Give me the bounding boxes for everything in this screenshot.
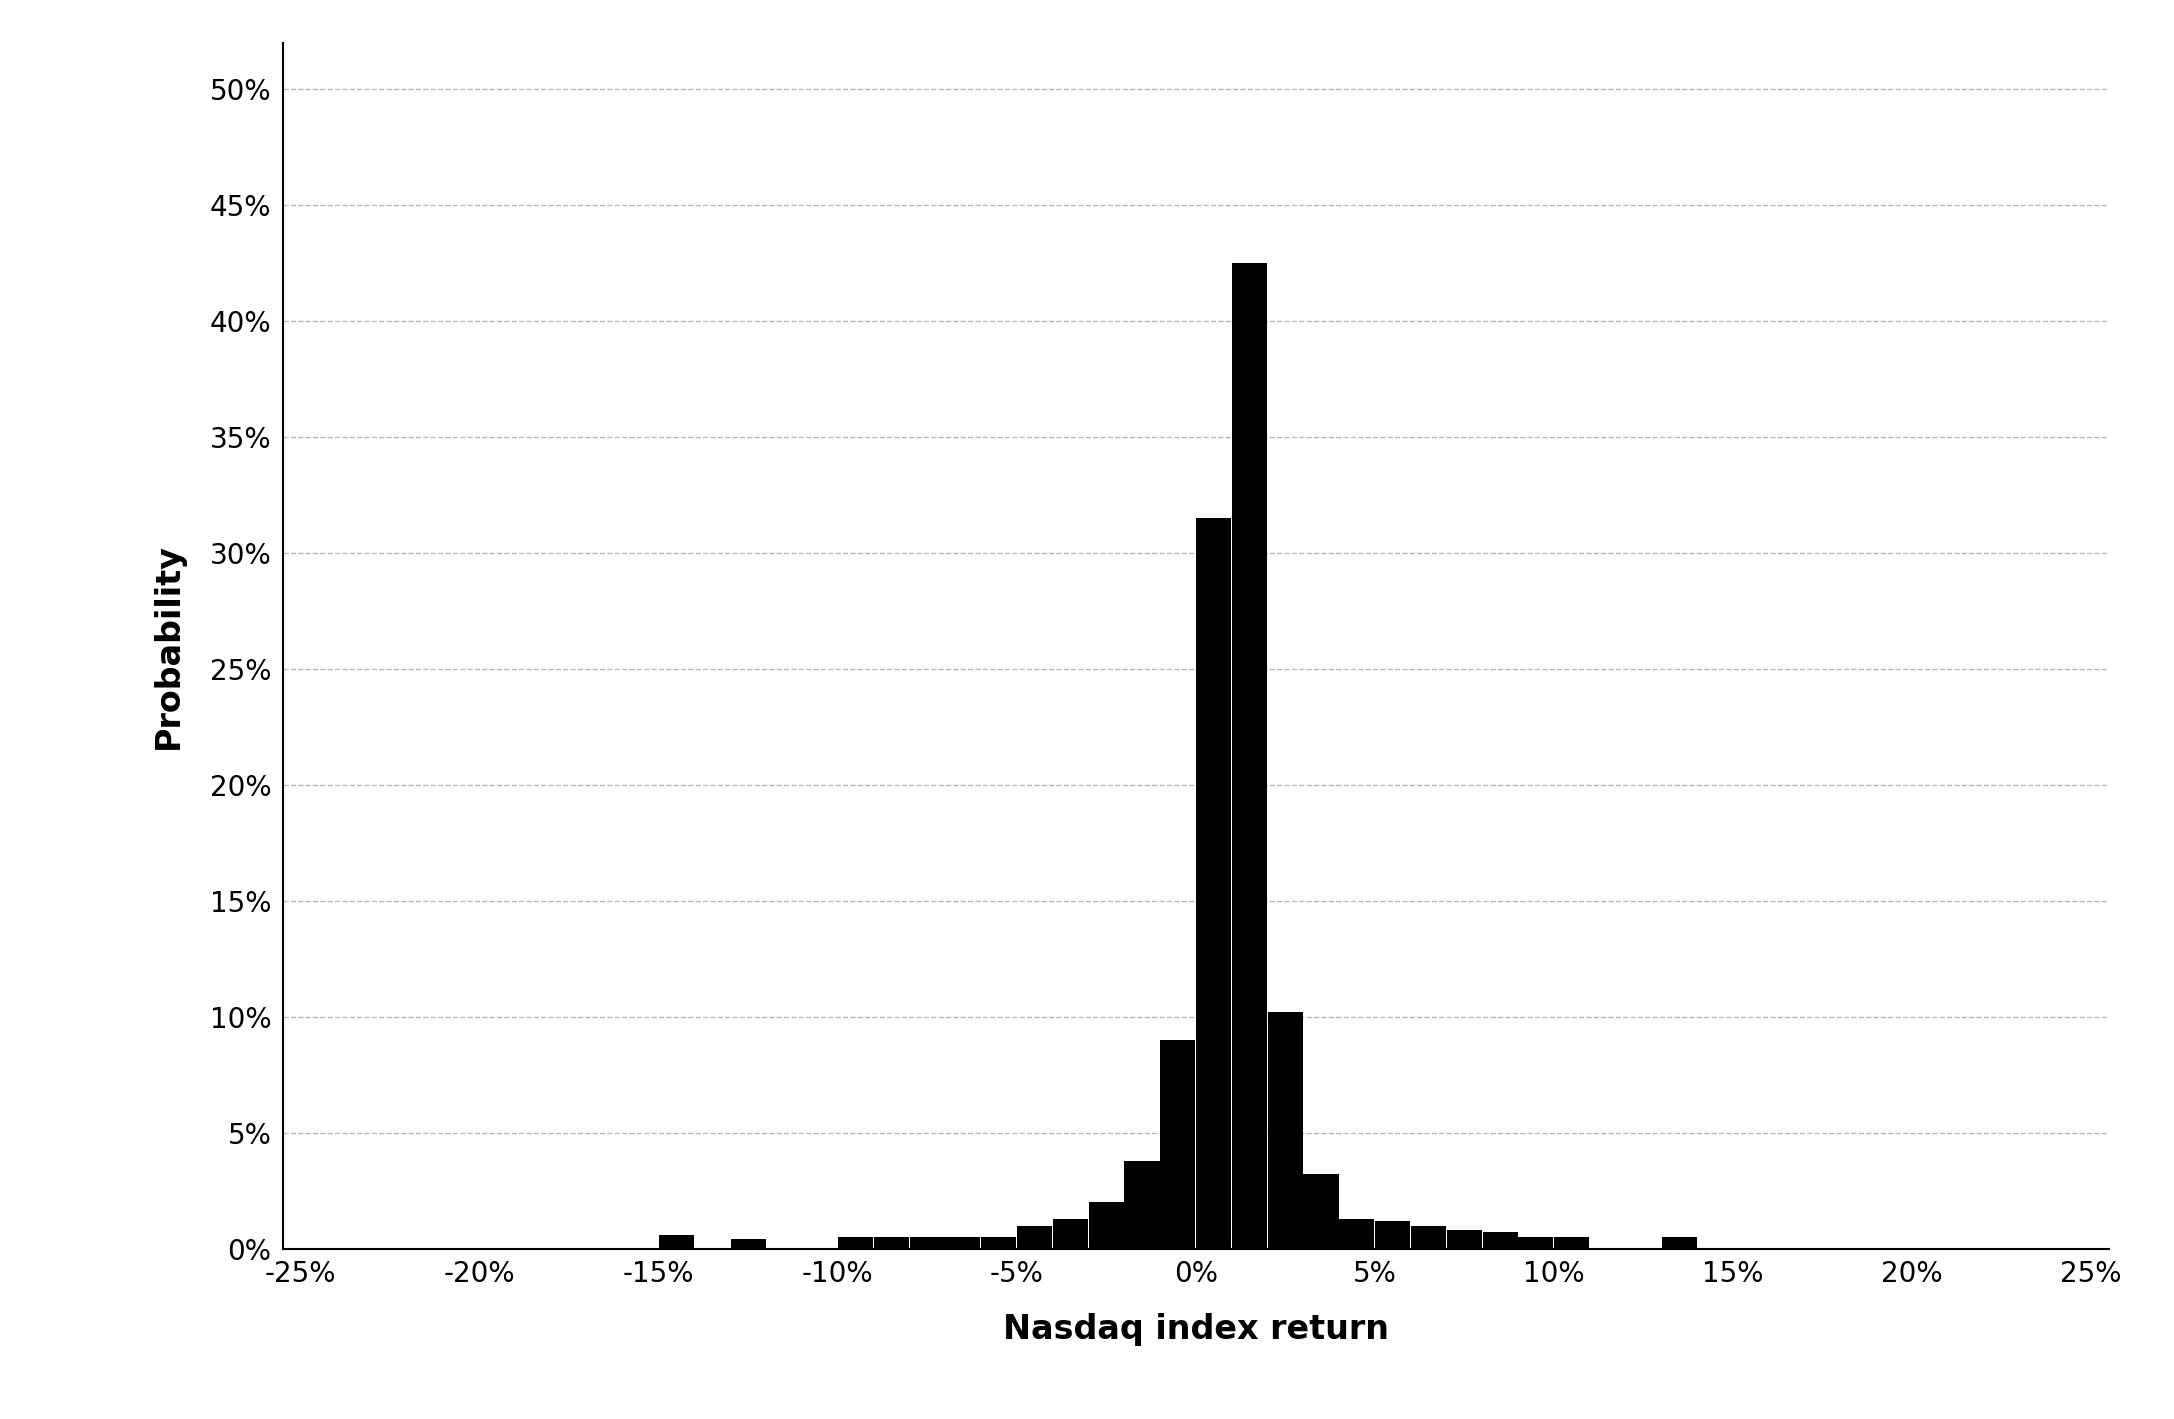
- Bar: [1554, 1237, 1589, 1249]
- Bar: [1483, 1233, 1517, 1249]
- Bar: [874, 1237, 909, 1249]
- Bar: [1446, 1230, 1483, 1249]
- Bar: [1052, 1219, 1087, 1249]
- Bar: [1124, 1161, 1159, 1249]
- Bar: [909, 1237, 946, 1249]
- Bar: [1411, 1226, 1446, 1249]
- Bar: [1376, 1220, 1411, 1249]
- Bar: [1661, 1237, 1696, 1249]
- Bar: [1267, 1012, 1302, 1249]
- Bar: [837, 1237, 874, 1249]
- Bar: [659, 1235, 694, 1249]
- Bar: [730, 1239, 765, 1249]
- Bar: [946, 1237, 980, 1249]
- Bar: [1304, 1175, 1339, 1249]
- Bar: [1233, 263, 1267, 1249]
- X-axis label: Nasdaq index return: Nasdaq index return: [1002, 1313, 1389, 1345]
- Bar: [1517, 1237, 1554, 1249]
- Bar: [980, 1237, 1015, 1249]
- Bar: [1089, 1202, 1124, 1249]
- Bar: [1196, 518, 1230, 1249]
- Bar: [1161, 1040, 1196, 1249]
- Y-axis label: Probability: Probability: [152, 542, 185, 749]
- Bar: [1017, 1226, 1052, 1249]
- Bar: [1339, 1219, 1374, 1249]
